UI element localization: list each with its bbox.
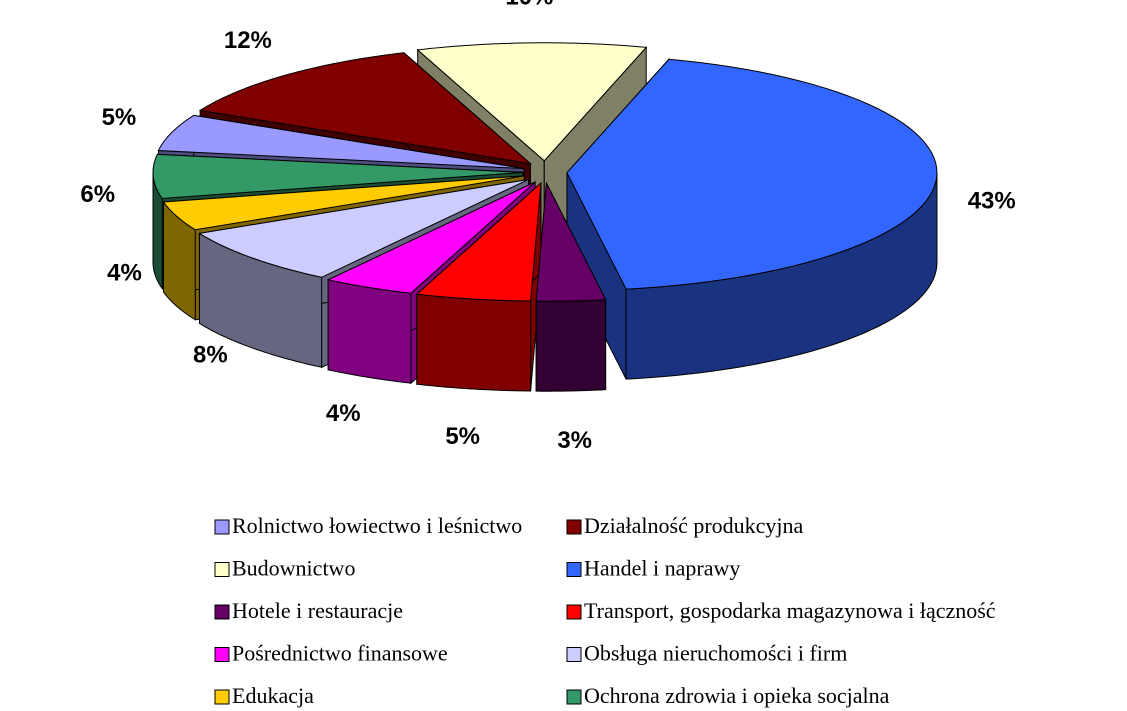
legend-swatch — [214, 519, 230, 535]
slice — [566, 58, 938, 290]
legend-label: Działalność produkcyjna — [584, 513, 804, 538]
legend-swatch — [566, 647, 582, 662]
slice — [535, 181, 607, 392]
slice — [415, 181, 542, 302]
legend-label: Ochrona zdrowia i opieka socjalna — [584, 683, 890, 708]
legend-label: Transport, gospodarka magazynowa i łączn… — [584, 598, 996, 623]
slice — [152, 153, 524, 200]
slice — [416, 42, 648, 162]
legend-swatch — [214, 562, 230, 577]
legend-swatch — [214, 604, 230, 620]
legend-swatch — [566, 562, 582, 577]
legend-label: Budownictwo — [232, 556, 355, 581]
data-label: 43% — [968, 187, 1016, 214]
legend-swatch — [214, 689, 230, 705]
legend-label: Hotele i restauracje — [232, 598, 403, 623]
pie — [152, 42, 938, 392]
legend-label: Edukacja — [232, 683, 314, 708]
slice — [326, 181, 536, 294]
legend-swatch — [214, 647, 230, 662]
data-label: 6% — [80, 181, 115, 208]
legend-swatch — [566, 604, 582, 620]
data-label: 4% — [107, 260, 142, 287]
legend-swatch — [566, 519, 582, 535]
slice — [415, 181, 542, 392]
legend-label: Handel i naprawy — [584, 556, 740, 581]
slice — [198, 52, 533, 165]
slice-side — [535, 299, 607, 392]
slice — [566, 57, 938, 380]
legend-swatch — [566, 689, 582, 705]
legend-label: Rolnictwo łowiectwo i leśnictwo — [232, 513, 522, 538]
slice-side — [327, 279, 412, 384]
data-label: 5% — [102, 104, 137, 131]
data-label: 3% — [557, 427, 592, 454]
legend-label: Pośrednictwo finansowe — [232, 641, 448, 666]
data-label: 4% — [326, 400, 361, 427]
data-label: 10% — [505, 0, 553, 10]
legend-label: Obsługa nieruchomości i firm — [584, 641, 847, 666]
slice-side — [416, 293, 532, 392]
data-label: 8% — [193, 342, 228, 369]
slice — [162, 175, 525, 231]
data-label: 5% — [445, 423, 480, 450]
data-label: 12% — [224, 27, 272, 54]
slice — [198, 178, 529, 278]
slice — [157, 114, 525, 170]
slice — [535, 181, 607, 302]
